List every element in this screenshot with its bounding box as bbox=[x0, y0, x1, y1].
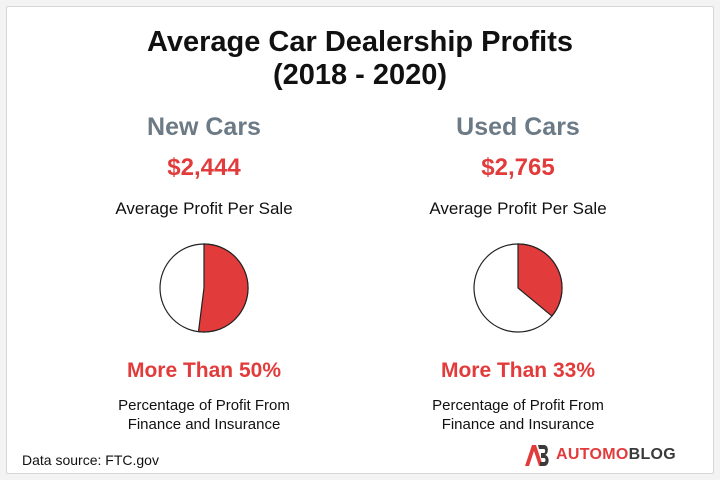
used-cars-pie-slice-finance-insurance bbox=[517, 243, 563, 317]
logo-text-automo: AUTOMO bbox=[556, 446, 629, 463]
used-cars-share-label-line-2: Finance and Insurance bbox=[441, 416, 595, 433]
new-cars-profit: $2,444 bbox=[167, 154, 241, 181]
new-cars-pie-slice-finance-insurance bbox=[197, 243, 249, 333]
logo-text-blog: BLOG bbox=[628, 446, 677, 463]
automoblog-logo-text: AUTOMOBLOG bbox=[556, 446, 676, 464]
new-cars-column: New Cars $2,444 Average Profit Per Sale … bbox=[54, 110, 354, 434]
new-cars-share-label: Percentage of Profit From Finance and In… bbox=[54, 396, 354, 434]
used-cars-share-label-line-1: Percentage of Profit From bbox=[432, 397, 604, 414]
title-line-2: (2018 - 2020) bbox=[272, 59, 448, 91]
new-cars-share-label-line-1: Percentage of Profit From bbox=[118, 397, 290, 414]
used-cars-pie-container bbox=[368, 240, 668, 336]
used-cars-share: More Than 33% bbox=[440, 359, 596, 382]
new-cars-share-label-line-2: Finance and Insurance bbox=[127, 416, 281, 433]
new-cars-pie-chart bbox=[159, 243, 249, 333]
used-cars-heading: Used Cars bbox=[456, 113, 580, 141]
new-cars-profit-label: Average Profit Per Sale bbox=[115, 199, 293, 218]
automoblog-logo[interactable]: AUTOMOBLOG bbox=[524, 442, 676, 468]
new-cars-share: More Than 50% bbox=[126, 359, 282, 382]
used-cars-pie-chart bbox=[473, 243, 563, 333]
data-source-note: Data source: FTC.gov bbox=[22, 452, 159, 468]
used-cars-profit: $2,765 bbox=[481, 154, 555, 181]
title-line-1: Average Car Dealership Profits bbox=[146, 26, 574, 58]
page-title: Average Car Dealership Profits (2018 - 2… bbox=[0, 26, 720, 92]
used-cars-column: Used Cars $2,765 Average Profit Per Sale… bbox=[368, 110, 668, 434]
infographic-frame bbox=[6, 6, 714, 474]
new-cars-pie-container bbox=[54, 240, 354, 336]
used-cars-profit-label: Average Profit Per Sale bbox=[429, 199, 607, 218]
used-cars-share-label: Percentage of Profit From Finance and In… bbox=[368, 396, 668, 434]
new-cars-heading: New Cars bbox=[147, 113, 261, 141]
automoblog-logo-icon bbox=[525, 445, 549, 466]
